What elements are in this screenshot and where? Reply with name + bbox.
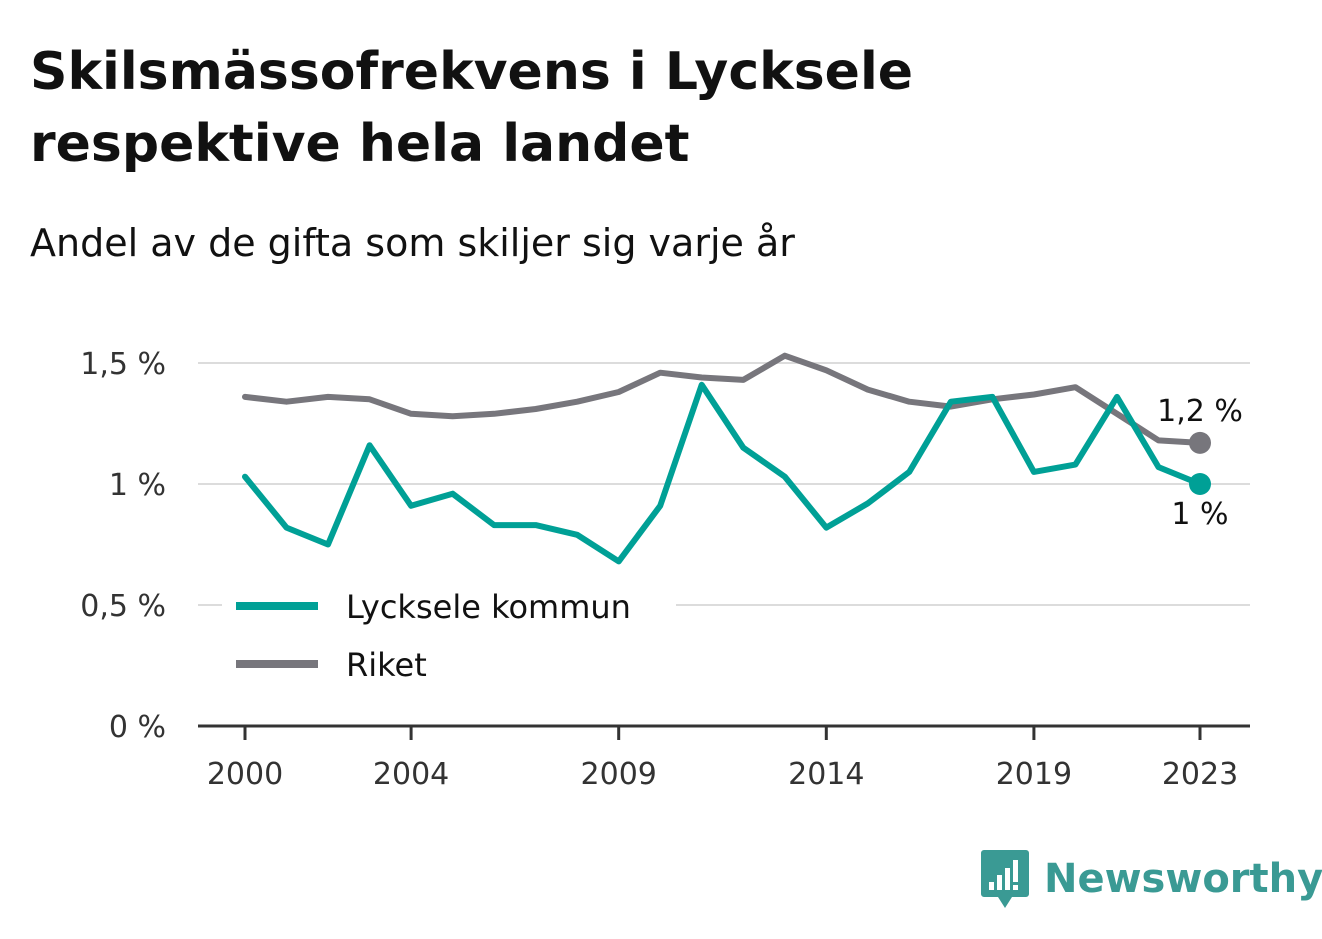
legend: Lycksele kommun Riket [222, 574, 676, 694]
x-tick-label: 2023 [1162, 757, 1238, 792]
brand-logo: Newsworthy [980, 848, 1322, 910]
y-tick-label: 0 % [109, 710, 166, 745]
legend-label: Lycksele kommun [346, 588, 631, 626]
x-tick-label: 2019 [996, 757, 1072, 792]
x-tick-label: 2009 [581, 757, 657, 792]
y-tick-label: 1,5 % [80, 347, 166, 382]
series-end-label: 1,2 % [1157, 394, 1243, 429]
x-axis-ticks: 2000 2004 2009 2014 2019 2023 [207, 726, 1238, 792]
chart-title: Skilsmässofrekvens i Lycksele respektive… [30, 42, 914, 174]
end-labels: 1 % 1,2 % [1157, 394, 1243, 532]
series-end-point [1189, 431, 1211, 454]
series-lines [242, 352, 1211, 565]
legend-background [222, 574, 676, 694]
brand-name: Newsworthy [1044, 856, 1322, 902]
chart-subtitle: Andel av de gifta som skiljer sig varje … [30, 221, 795, 265]
series-line [242, 381, 1203, 565]
newsworthy-logo-icon [981, 850, 1029, 908]
series-end-label: 1 % [1171, 497, 1228, 532]
x-tick-label: 2014 [788, 757, 864, 792]
legend-label: Riket [346, 646, 427, 684]
x-tick-label: 2000 [207, 757, 283, 792]
series-line [242, 352, 1203, 446]
series-end-point [1189, 473, 1211, 495]
y-tick-label: 1 % [109, 468, 166, 503]
y-tick-label: 0,5 % [80, 589, 166, 624]
y-axis-ticks: 0 % 0,5 % 1 % 1,5 % [80, 347, 166, 745]
x-tick-label: 2004 [373, 757, 449, 792]
